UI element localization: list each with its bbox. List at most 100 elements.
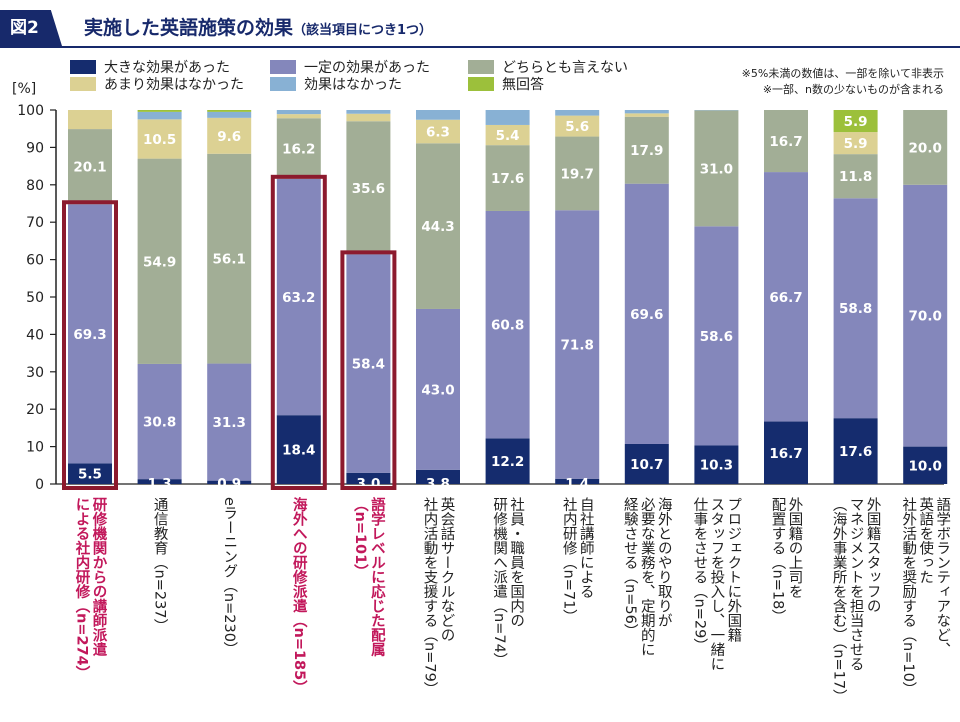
- highlight-frames: [62, 174, 397, 491]
- bar-segment-neutral: [764, 110, 808, 173]
- value-label: 20.1: [73, 160, 106, 176]
- value-label: 71.8: [561, 337, 594, 353]
- value-label: 10.5: [143, 132, 176, 148]
- bar-segment-none: [416, 110, 460, 120]
- highlight-frame: [270, 174, 327, 490]
- value-label: 69.3: [73, 327, 106, 343]
- value-label: 16.2: [282, 142, 315, 158]
- bar-segment-some: [346, 254, 391, 473]
- value-label: 70.0: [909, 309, 942, 325]
- y-tick-label: 60: [26, 253, 44, 269]
- bar-segment-neutral: [694, 110, 739, 227]
- bar-segment-neutral: [68, 129, 112, 205]
- figure-title-note: （該当項目につき1つ）: [293, 23, 433, 38]
- bar-segment-none: [624, 110, 669, 114]
- y-tick-label: 10: [26, 440, 44, 456]
- value-label: 31.3: [213, 415, 246, 431]
- value-label: 10.0: [909, 458, 942, 474]
- bar-segment-neutral: [555, 136, 600, 211]
- bar-segment-notmuch: [485, 124, 530, 146]
- category-label: 英会話サークルなどの: [439, 496, 455, 642]
- value-label: 3.8: [426, 476, 450, 492]
- y-tick-label: 50: [26, 290, 44, 306]
- bar-segment-neutral: [276, 118, 321, 179]
- bar-segment-none: [207, 111, 252, 118]
- note-line-1: ※5%未満の数値は、一部を除いて非表示: [742, 66, 944, 80]
- value-label: 10.7: [630, 457, 663, 473]
- bar-segment-none: [555, 110, 600, 116]
- bar-segment-some: [276, 178, 321, 416]
- legend-label-some: 一定の効果があった: [304, 60, 430, 76]
- bar-segment-none: [276, 110, 321, 115]
- bar-segment-some: [68, 204, 112, 464]
- value-label: 5.5: [78, 467, 102, 483]
- y-tick-label: 80: [26, 178, 44, 194]
- bar-segment-some: [903, 184, 948, 447]
- bar-segment-neutral: [416, 143, 460, 309]
- figure-title-main: 実施した英語施策の効果: [84, 17, 294, 39]
- value-label: 5.4: [496, 128, 520, 144]
- bar-segment-neutral: [903, 110, 948, 185]
- legend-swatch-notmuch: [70, 77, 96, 91]
- y-tick-label: 100: [17, 103, 44, 119]
- legend-label-notmuch: あまり効果はなかった: [104, 77, 244, 93]
- value-label: 1.4: [565, 476, 589, 492]
- value-label: 31.0: [700, 161, 733, 177]
- bar-segment-big: [764, 421, 808, 484]
- bar-segment-big: [555, 478, 600, 484]
- figure-title: 実施した英語施策の効果（該当項目につき1つ）: [84, 13, 432, 40]
- value-label: 35.6: [352, 181, 385, 197]
- bar-segment-notmuch: [137, 119, 182, 159]
- bar-segment-none: [485, 110, 530, 125]
- value-label: 20.0: [909, 140, 942, 156]
- value-label: 10.3: [700, 458, 733, 474]
- highlight-frame: [340, 250, 397, 490]
- category-label: 研修機関へ派遣（n=74）: [491, 497, 507, 667]
- category-label: 語学ボランティアなど、: [934, 497, 950, 657]
- highlight-frame: [62, 200, 118, 491]
- figure-header: 図2 実施した英語施策の効果（該当項目につき1つ）: [0, 0, 960, 48]
- value-label: 11.8: [839, 169, 872, 185]
- bar-segment-big: [416, 469, 460, 484]
- bar-segment-some: [137, 363, 182, 480]
- category-label: 社内活動を支援する（n=79）: [422, 497, 438, 697]
- value-label: 58.8: [839, 301, 872, 317]
- bar-segment-big: [276, 415, 321, 484]
- legend-swatch-some: [270, 60, 296, 74]
- value-label: 56.1: [213, 252, 246, 268]
- category-label: マネジメントを担当させる: [848, 497, 864, 671]
- value-label: 17.9: [630, 143, 663, 159]
- category-label: 社内研修（n=71）: [561, 497, 577, 624]
- category-label: 外国籍スタッフの: [865, 497, 881, 613]
- bar-segment-big: [68, 463, 112, 484]
- bar-segment-big: [207, 480, 252, 484]
- bar-segment-none: [137, 111, 182, 120]
- y-tick-label: 70: [26, 215, 44, 231]
- value-label: 18.4: [282, 443, 315, 459]
- bar-segment-noans: [833, 110, 878, 133]
- category-label: 外国籍の上司を: [787, 497, 803, 599]
- legend-swatch-noans: [468, 77, 494, 91]
- category-label: 経験させる（n=56）: [622, 497, 638, 639]
- value-label: 30.8: [143, 415, 176, 431]
- category-label: 社員・職員を国内の: [508, 497, 524, 628]
- legend-label-none: 効果はなかった: [304, 77, 402, 93]
- value-label: 63.2: [282, 290, 315, 306]
- category-label: スタッフを投入し、一緒に: [708, 497, 724, 671]
- bar-segment-none: [346, 110, 391, 114]
- bar-segment-some: [624, 183, 669, 444]
- value-label: 44.3: [421, 219, 454, 235]
- bar-segment-some: [485, 210, 530, 439]
- category-label: eラーニング（n=230）: [221, 497, 237, 656]
- bar-group: [68, 110, 948, 484]
- category-label: 配置する（n=18）: [770, 497, 786, 624]
- category-label: 英語を使った: [917, 496, 933, 585]
- value-label: 1.3: [148, 476, 172, 492]
- legend-swatch-neutral: [468, 60, 494, 74]
- value-label: 5.9: [844, 114, 868, 130]
- y-tick-label: 0: [35, 477, 44, 493]
- value-labels: 5.5 69.3 20.1 1.3 30.8 54.9 10.5 0.9 31.3 56.1 9.6…: [73, 114, 942, 492]
- legend-label-big: 大きな効果があった: [104, 60, 230, 76]
- bar-segment-big: [833, 418, 878, 484]
